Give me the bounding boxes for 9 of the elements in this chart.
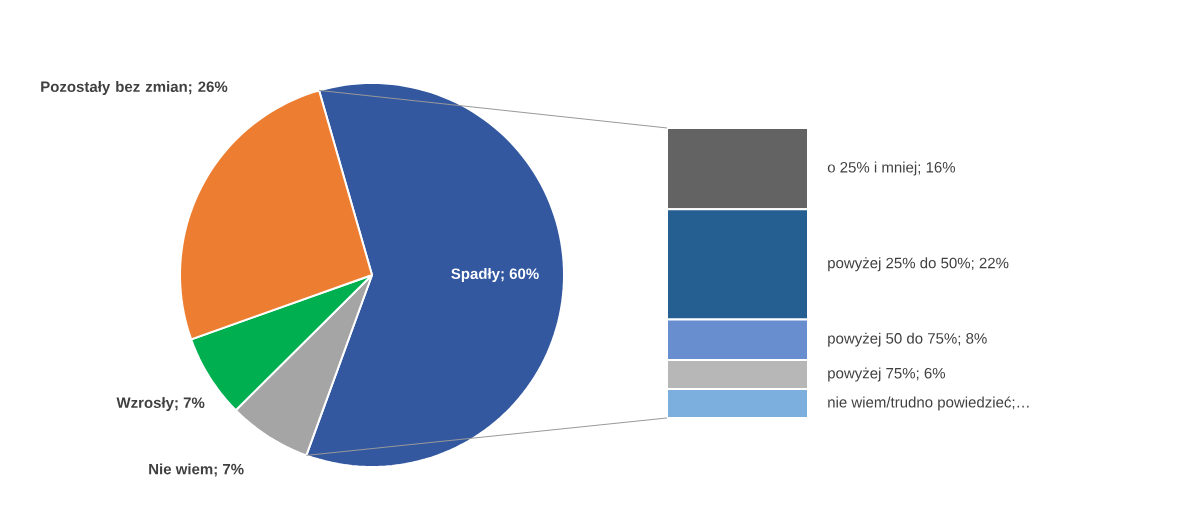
series-label: powyżej 75%; 6% <box>828 367 946 382</box>
slice-label: Spadły; 60% <box>451 267 539 282</box>
series-label: powyżej 50 do 75%; 8% <box>828 332 987 347</box>
slice-label: Pozostały bez zmian; 26% <box>41 80 228 95</box>
slice-label: Nie wiem; 7% <box>149 463 244 477</box>
series-label: o 25% i mniej; 16% <box>827 161 956 176</box>
series-label: nie wiem/trudno powiedzieć;… <box>828 396 1029 411</box>
series-label: powyżej 25% do 50%; 22% <box>828 257 1009 272</box>
slice-label: Wzrosły; 7% <box>116 396 205 411</box>
